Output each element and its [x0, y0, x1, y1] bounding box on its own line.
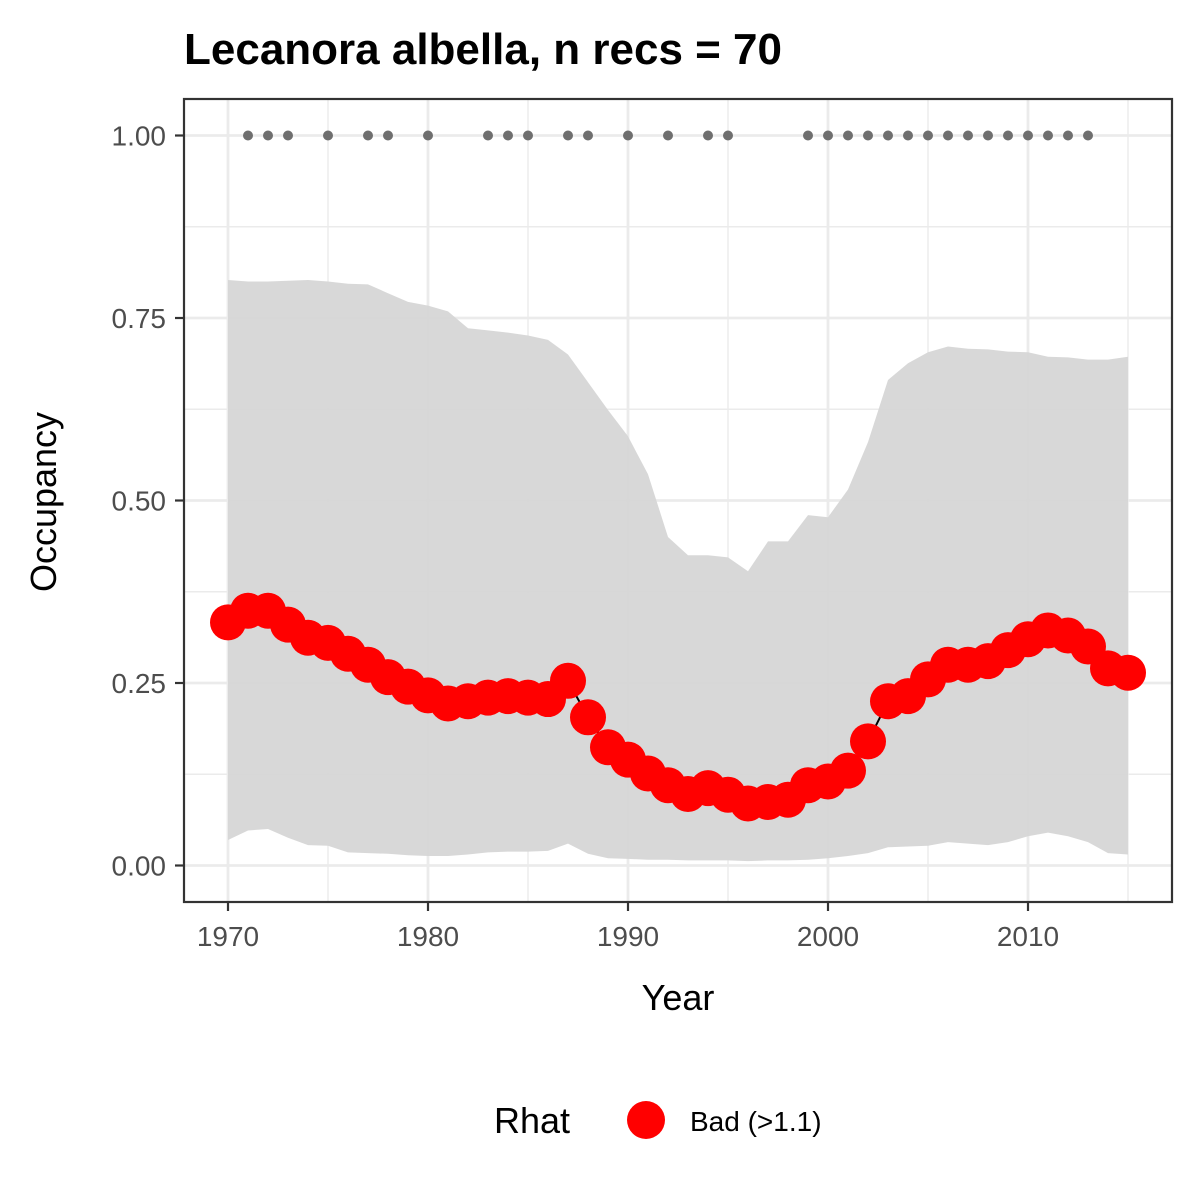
occupancy-point — [550, 662, 586, 699]
record-marker — [843, 130, 853, 141]
legend-title: Rhat — [494, 1100, 570, 1141]
record-marker — [563, 130, 573, 141]
record-marker — [923, 130, 933, 141]
y-tick-label: 0.50 — [112, 486, 167, 517]
record-marker — [1003, 130, 1013, 141]
record-marker — [903, 130, 913, 141]
legend-key-point — [627, 1101, 665, 1139]
y-tick-label: 0.75 — [112, 303, 167, 334]
record-marker — [803, 130, 813, 141]
record-marker — [963, 130, 973, 141]
occupancy-point — [570, 699, 606, 736]
x-axis-title: Year — [642, 977, 715, 1018]
x-tick-label: 1970 — [197, 921, 259, 952]
x-tick-label: 2010 — [997, 921, 1059, 952]
legend-label: Bad (>1.1) — [690, 1106, 822, 1137]
record-marker — [323, 130, 333, 141]
x-tick-label: 2000 — [797, 921, 859, 952]
record-marker — [1063, 130, 1073, 141]
y-tick-label: 0.25 — [112, 668, 167, 699]
legend: Rhat Bad (>1.1) — [494, 1100, 822, 1141]
record-marker — [1023, 130, 1033, 141]
record-marker — [383, 130, 393, 141]
record-marker — [583, 130, 593, 141]
record-marker — [523, 130, 533, 141]
occupancy-point — [1110, 654, 1146, 691]
record-marker — [863, 130, 873, 141]
record-marker — [623, 130, 633, 141]
record-marker — [723, 130, 733, 141]
record-marker — [503, 130, 513, 141]
record-marker — [243, 130, 253, 141]
y-axis-title: Occupancy — [23, 412, 64, 592]
record-marker — [983, 130, 993, 141]
record-marker — [263, 130, 273, 141]
record-marker — [883, 130, 893, 141]
plot-panel — [182, 97, 1174, 904]
x-tick-label: 1990 — [597, 921, 659, 952]
y-axis: 0.00 0.25 0.50 0.75 1.00 — [112, 121, 184, 882]
x-axis: 1970 1980 1990 2000 2010 — [197, 902, 1059, 952]
record-marker — [663, 130, 673, 141]
record-marker — [823, 130, 833, 141]
record-marker — [363, 130, 373, 141]
x-tick-label: 1980 — [397, 921, 459, 952]
record-marker — [943, 130, 953, 141]
chart-title: Lecanora albella, n recs = 70 — [184, 25, 782, 74]
y-tick-label: 0.00 — [112, 851, 167, 882]
record-marker — [1043, 130, 1053, 141]
occupancy-point — [830, 752, 866, 789]
y-tick-label: 1.00 — [112, 121, 167, 152]
occupancy-point — [850, 723, 886, 760]
record-marker — [283, 130, 293, 141]
record-marker — [703, 130, 713, 141]
record-marker — [483, 130, 493, 141]
record-marker — [423, 130, 433, 141]
record-marker — [1083, 130, 1093, 141]
